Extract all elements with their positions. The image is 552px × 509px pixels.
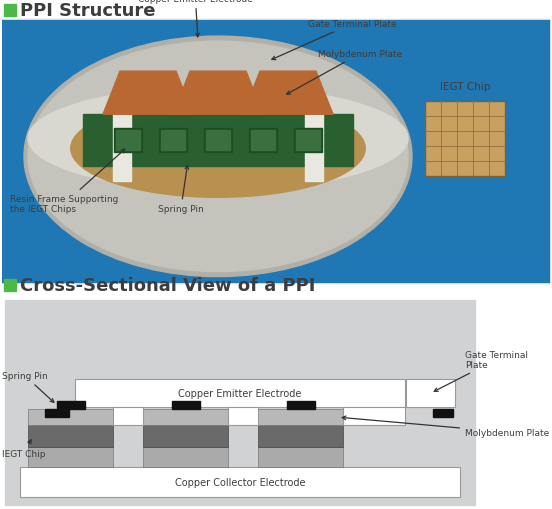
Text: Resin Frame Supporting
the IEGT Chips: Resin Frame Supporting the IEGT Chips (10, 150, 125, 214)
Bar (258, 426, 343, 447)
Bar (113, 407, 143, 426)
Bar (28, 447, 113, 467)
Text: Cross-Sectional View of a PPI: Cross-Sectional View of a PPI (20, 277, 315, 295)
Bar (5, 301, 475, 505)
Bar (172, 402, 199, 409)
Bar (4, 280, 16, 292)
Bar (45, 409, 69, 417)
Bar (83, 115, 353, 167)
Bar (143, 447, 228, 467)
Bar (56, 402, 84, 409)
Ellipse shape (24, 37, 412, 277)
Text: Spring Pin: Spring Pin (2, 372, 54, 403)
Text: Spring Pin: Spring Pin (158, 166, 204, 214)
Bar (159, 129, 187, 153)
Bar (161, 131, 185, 151)
Text: IEGT Chip: IEGT Chip (440, 82, 490, 92)
Polygon shape (103, 72, 193, 115)
Bar (116, 131, 140, 151)
Bar (433, 409, 453, 417)
Bar (143, 409, 228, 426)
Ellipse shape (28, 87, 408, 191)
Bar (28, 409, 113, 426)
Ellipse shape (71, 100, 365, 198)
Bar (296, 131, 320, 151)
Text: PPI Structure: PPI Structure (20, 2, 156, 20)
Bar (206, 131, 230, 151)
Text: Copper Collector Electrode: Copper Collector Electrode (175, 477, 305, 487)
Ellipse shape (28, 42, 408, 272)
Bar (251, 131, 275, 151)
Bar (286, 402, 315, 409)
Bar (425, 102, 505, 177)
Text: Copper Emitter Electrode: Copper Emitter Electrode (138, 0, 253, 38)
Bar (258, 447, 343, 467)
Bar (343, 407, 405, 426)
Bar (294, 129, 322, 153)
Bar (4, 5, 16, 17)
Polygon shape (173, 72, 263, 115)
Text: Molybdenum Plate: Molybdenum Plate (286, 50, 402, 95)
Bar (204, 129, 232, 153)
Bar (258, 409, 343, 426)
Bar (113, 107, 131, 182)
Text: Gate Terminal
Plate: Gate Terminal Plate (434, 350, 528, 391)
Bar (406, 380, 455, 407)
Bar (28, 426, 113, 447)
Bar (143, 426, 228, 447)
Text: Gate Terminal Plate: Gate Terminal Plate (272, 20, 397, 61)
Bar (249, 129, 277, 153)
Text: Molybdenum Plate: Molybdenum Plate (342, 416, 549, 437)
Text: Copper Emitter Electrode: Copper Emitter Electrode (178, 388, 302, 399)
Bar (20, 467, 460, 497)
Text: IEGT Chip: IEGT Chip (2, 440, 45, 458)
Polygon shape (243, 72, 333, 115)
Bar (75, 380, 405, 407)
Bar (228, 407, 258, 426)
Bar (114, 129, 142, 153)
Bar (305, 107, 323, 182)
